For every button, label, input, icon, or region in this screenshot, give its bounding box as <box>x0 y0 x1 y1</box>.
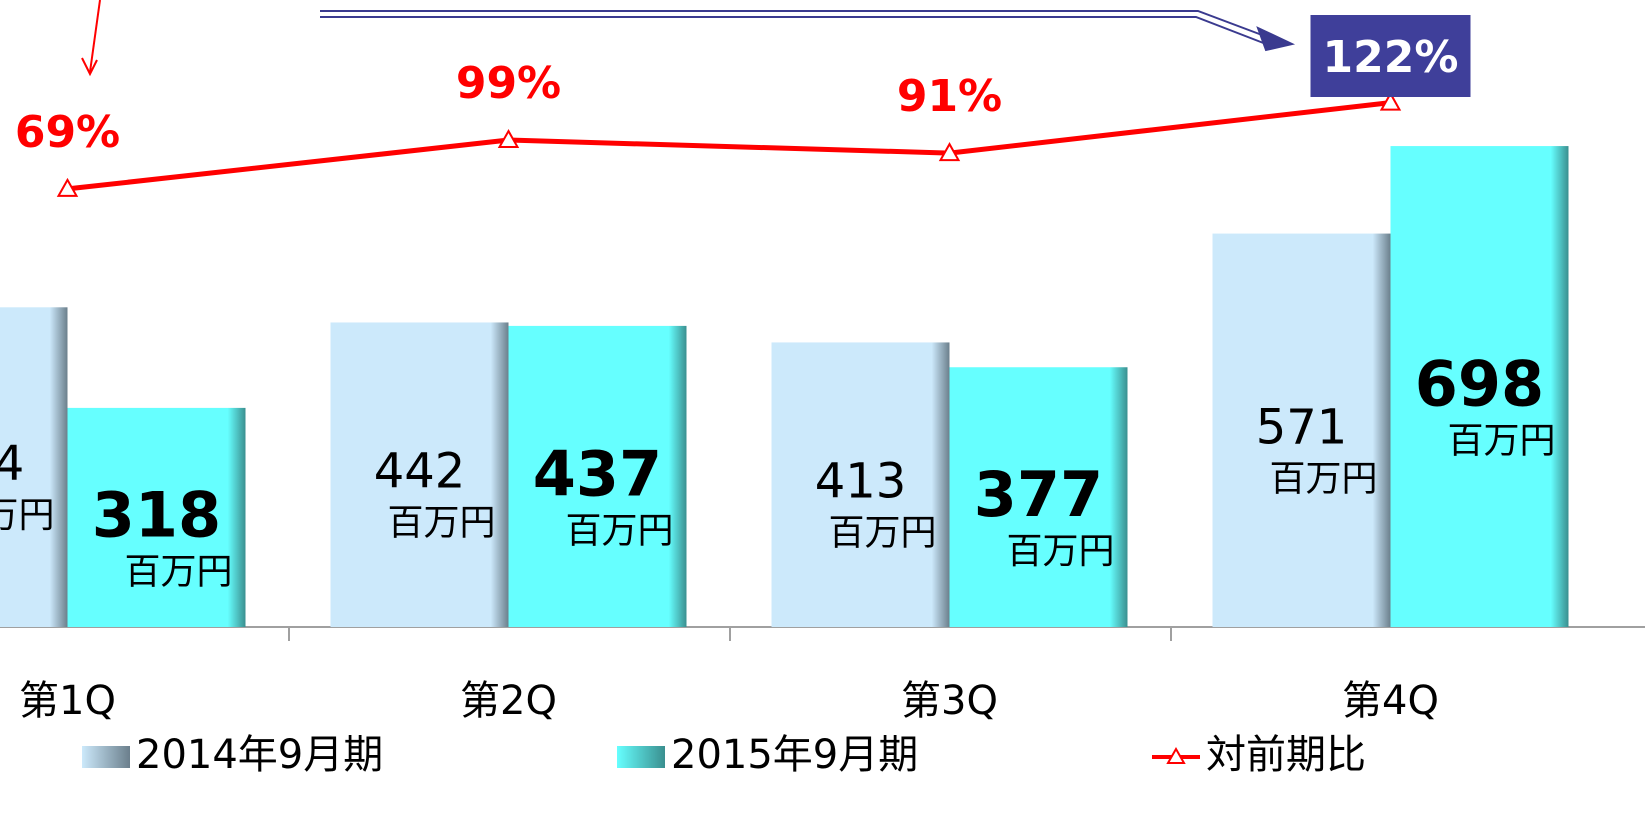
bar-value-label: 437 <box>533 438 662 511</box>
ratio-label: 91% <box>897 71 1002 122</box>
x-tick-label: 第3Q <box>901 678 998 724</box>
legend-label: 対前期比 <box>1206 732 1366 778</box>
annotation-arrow <box>81 0 101 77</box>
bar-value-label: 318 <box>92 479 221 552</box>
bar-value-label: 413 <box>815 454 907 510</box>
legend-swatch <box>1166 746 1186 764</box>
bar <box>508 325 687 627</box>
bar-unit-label: 百万円 <box>1269 458 1377 499</box>
bar-unit-label: 百万円 <box>1447 421 1555 462</box>
bar <box>330 322 509 627</box>
legend-swatch <box>82 746 130 768</box>
bar-value-label: 698 <box>1415 348 1544 421</box>
annotation-arrow <box>320 10 1296 52</box>
legend-label: 2015年9月期 <box>671 732 918 778</box>
bar-unit-label: 百万円 <box>565 510 673 551</box>
bar-value-label: 464 <box>0 436 24 492</box>
bar-unit-label: 百万円 <box>124 551 232 592</box>
x-tick-label: 第2Q <box>460 678 557 724</box>
bar <box>0 307 68 627</box>
ratio-marker <box>56 177 79 197</box>
ratio-marker <box>938 142 961 162</box>
bar-value-label: 377 <box>974 458 1103 531</box>
bar-unit-label: 百万円 <box>0 495 55 536</box>
highlight-box <box>1310 15 1471 97</box>
x-tick-label: 第1Q <box>19 678 116 724</box>
bar <box>1390 146 1569 628</box>
ratio-marker <box>497 129 520 149</box>
x-tick-label: 第4Q <box>1342 678 1439 724</box>
ratio-marker <box>1379 91 1402 111</box>
bar <box>67 407 246 627</box>
ratio-label: 122% <box>1323 32 1459 83</box>
bar-value-label: 442 <box>374 444 466 500</box>
bar-unit-label: 百万円 <box>828 513 936 554</box>
bar <box>771 342 950 627</box>
bar-unit-label: 百万円 <box>387 503 495 544</box>
ratio-line <box>67 100 1391 192</box>
legend-label: 2014年9月期 <box>136 732 383 778</box>
ratio-label: 99% <box>456 58 561 109</box>
bar-unit-label: 百万円 <box>1006 531 1114 572</box>
bar-value-label: 571 <box>1256 399 1348 455</box>
legend-swatch <box>617 746 665 768</box>
bar <box>949 367 1128 627</box>
bar <box>1212 233 1391 628</box>
ratio-label: 69% <box>15 107 120 158</box>
